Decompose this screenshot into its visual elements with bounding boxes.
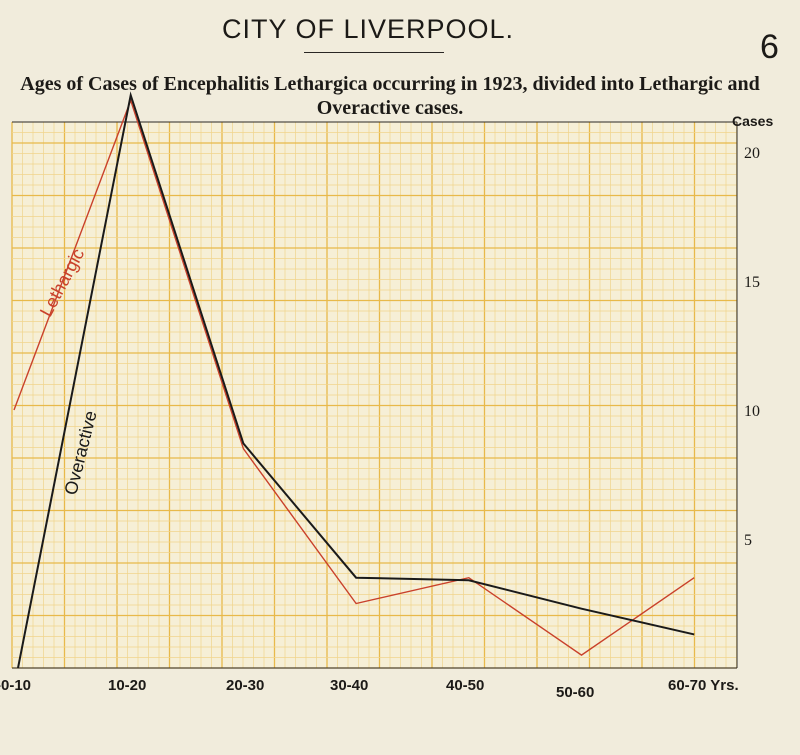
chart-title: Ages of Cases of Encephalitis Lethargica… bbox=[20, 73, 760, 119]
y-tick-label: 15 bbox=[744, 274, 760, 291]
x-tick-label: 30-40 bbox=[330, 677, 368, 694]
page-number: 6 bbox=[760, 28, 779, 66]
y-tick-label: 5 bbox=[744, 532, 752, 549]
x-tick-label: 60-70 Yrs. bbox=[668, 677, 739, 694]
y-tick-label: 10 bbox=[744, 403, 760, 420]
y-axis-label: Cases bbox=[732, 113, 773, 129]
page-header-title: CITY OF LIVERPOOL. bbox=[221, 14, 515, 44]
x-tick-label: 20-30 bbox=[226, 677, 264, 694]
x-tick-label: 10-20 bbox=[108, 677, 146, 694]
header-underline bbox=[304, 52, 444, 53]
chart-grid bbox=[11, 121, 737, 669]
chart-axes bbox=[12, 121, 738, 669]
chart-series bbox=[13, 91, 695, 669]
series-line-overactive bbox=[17, 91, 695, 669]
x-tick-label: 50-60 bbox=[556, 684, 594, 701]
y-tick-label: 20 bbox=[744, 145, 760, 162]
x-tick-label: -0-10 bbox=[0, 677, 31, 694]
x-tick-label: 40-50 bbox=[446, 677, 484, 694]
